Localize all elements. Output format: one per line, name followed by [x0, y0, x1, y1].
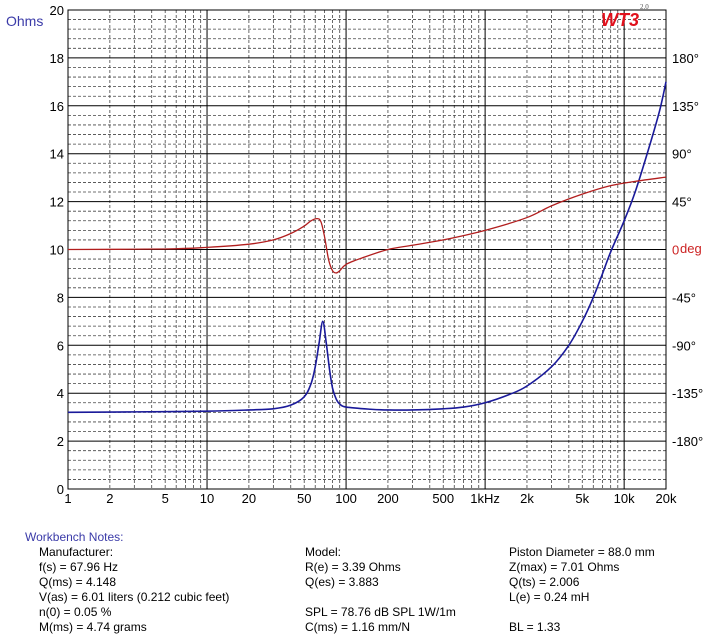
note-fs: f(s) = 67.96 Hz [39, 560, 119, 574]
y-right-tick-label: -180° [672, 434, 703, 449]
x-tick-labels: 1 2 5 10 20 50 100 200 500 1kHz 2k 5k 10k 20k [64, 491, 677, 506]
workbench-notes: Workbench Notes: Manufacturer: f(s) = 67… [0, 526, 715, 641]
y-right-axis-label: deg [680, 241, 702, 256]
note-re: R(e) = 3.39 Ohms [305, 560, 401, 574]
brand-logo: WT3 [601, 10, 639, 30]
y-right-tick-label: 0 [672, 243, 679, 258]
y-right-tick-labels: 180° 135° 90° 45° 0 -45° -90° -135° -180° [672, 51, 703, 449]
y-right-tick-label: -90° [672, 338, 696, 353]
note-n0: n(0) = 0.05 % [39, 605, 112, 619]
notes-heading: Workbench Notes: [25, 530, 124, 544]
y-left-tick-label: 6 [57, 338, 64, 353]
x-tick-label: 20 [242, 491, 256, 506]
note-spl: SPL = 78.76 dB SPL 1W/1m [305, 605, 456, 619]
y-right-tick-label: 135° [672, 99, 699, 114]
x-tick-label: 5 [162, 491, 169, 506]
note-manufacturer: Manufacturer: [39, 545, 114, 559]
x-tick-label: 2 [106, 491, 113, 506]
note-qes: Q(es) = 3.883 [305, 575, 379, 589]
notes-column-1: Manufacturer: f(s) = 67.96 Hz Q(ms) = 4.… [39, 545, 229, 635]
note-mms: M(ms) = 4.74 grams [39, 620, 147, 634]
y-left-tick-label: 16 [50, 99, 64, 114]
y-left-tick-label: 4 [57, 386, 64, 401]
note-zmax: Z(max) = 7.01 Ohms [509, 560, 620, 574]
x-tick-label: 100 [335, 491, 357, 506]
phase-curve [67, 176, 667, 274]
x-tick-label: 1kHz [470, 491, 500, 506]
brand-version: 2.0 [640, 3, 649, 11]
series-layer [67, 81, 667, 414]
y-right-tick-label: -45° [672, 290, 696, 305]
note-vas: V(as) = 6.01 liters (0.212 cubic feet) [39, 590, 230, 604]
x-tick-label: 1 [64, 491, 71, 506]
x-tick-label: 50 [297, 491, 311, 506]
note-blank-2 [509, 605, 655, 620]
y-left-tick-label: 18 [50, 51, 64, 66]
note-blank [305, 590, 456, 605]
x-tick-label: 10 [200, 491, 214, 506]
y-left-tick-label: 10 [50, 243, 64, 258]
y-left-tick-label: 20 [50, 3, 64, 18]
y-right-tick-label: 45° [672, 195, 692, 210]
x-tick-label: 10k [614, 491, 635, 506]
notes-column-3: Piston Diameter = 88.0 mm Z(max) = 7.01 … [509, 545, 655, 635]
y-right-tick-label: 180° [672, 51, 699, 66]
x-tick-label: 20k [656, 491, 677, 506]
y-left-tick-label: 8 [57, 290, 64, 305]
note-bl: BL = 1.33 [509, 620, 561, 634]
x-tick-label: 500 [432, 491, 454, 506]
note-model: Model: [305, 545, 342, 559]
y-right-tick-label: -135° [672, 386, 703, 401]
x-tick-label: 200 [377, 491, 399, 506]
y-left-axis-label: Ohms [6, 13, 43, 29]
y-left-tick-labels: 0 2 4 6 8 10 12 14 16 18 20 [50, 3, 64, 497]
x-tick-label: 5k [575, 491, 589, 506]
note-qts: Q(ts) = 2.006 [509, 575, 580, 589]
y-left-tick-label: 0 [57, 482, 64, 497]
y-left-tick-label: 14 [50, 147, 64, 162]
note-qms: Q(ms) = 4.148 [39, 575, 117, 589]
y-left-tick-label: 2 [57, 434, 64, 449]
y-right-tick-label: 90° [672, 147, 692, 162]
impedance-phase-chart: 1 2 5 10 20 50 100 200 500 1kHz 2k 5k 10k 20k 0246810… [6, 3, 703, 506]
notes-column-2: Model: R(e) = 3.39 Ohms Q(es) = 3.883 SP… [305, 545, 456, 635]
y-left-tick-label: 12 [50, 195, 64, 210]
note-piston-diameter: Piston Diameter = 88.0 mm [509, 545, 655, 559]
x-tick-label: 2k [520, 491, 534, 506]
impedance-curve [67, 81, 667, 414]
note-cms: C(ms) = 1.16 mm/N [305, 620, 411, 634]
note-le: L(e) = 0.24 mH [509, 590, 590, 604]
